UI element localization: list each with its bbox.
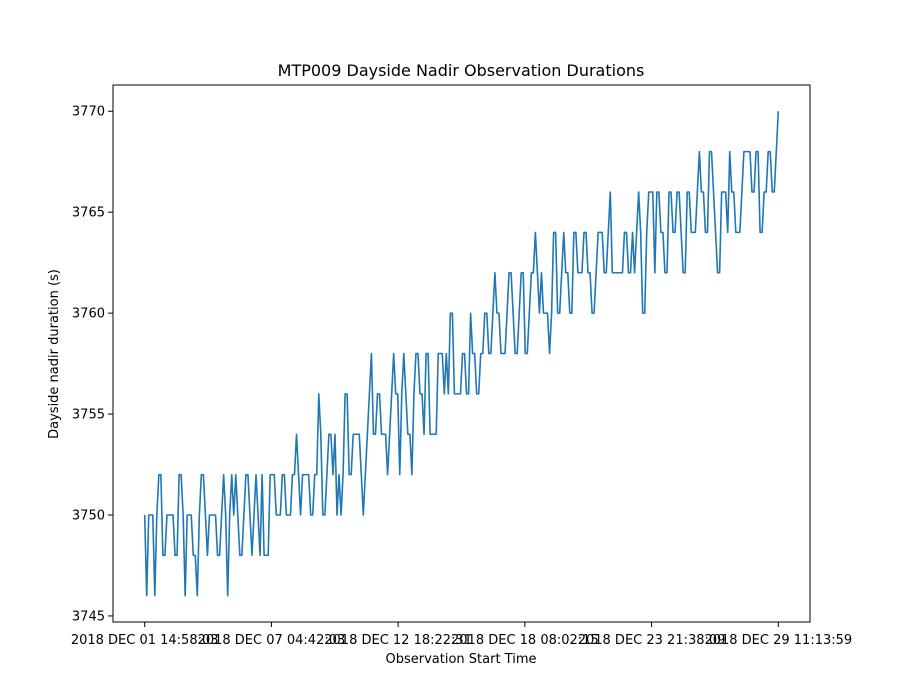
y-axis-label: Dayside nadir duration (s) bbox=[47, 269, 62, 439]
chart-title: MTP009 Dayside Nadir Observation Duratio… bbox=[278, 61, 645, 80]
y-tick-label: 3770 bbox=[72, 105, 105, 120]
plot-area bbox=[143, 111, 780, 597]
x-tick-label: 2018 DEC 29 11:13:59 bbox=[704, 633, 852, 648]
x-tick-label: 2018 DEC 18 08:02:15 bbox=[451, 633, 599, 648]
y-tick-label: 3745 bbox=[72, 609, 105, 624]
x-tick-label: 2018 DEC 12 18:22:31 bbox=[324, 633, 472, 648]
x-tick-label: 2018 DEC 23 21:38:09 bbox=[578, 633, 726, 648]
y-axis: 3745 3750 3755 3760 3765 3770 bbox=[72, 105, 113, 624]
y-tick-label: 3760 bbox=[72, 307, 105, 322]
y-tick-label: 3755 bbox=[72, 408, 105, 423]
y-tick-label: 3750 bbox=[72, 509, 105, 524]
x-tick-label: 2018 DEC 01 14:58:03 bbox=[71, 633, 219, 648]
series-line bbox=[143, 111, 780, 597]
plot-frame bbox=[112, 84, 811, 623]
y-tick-label: 3765 bbox=[72, 206, 105, 221]
x-tick-label: 2018 DEC 07 04:42:03 bbox=[198, 633, 346, 648]
x-axis-label: Observation Start Time bbox=[386, 652, 537, 667]
